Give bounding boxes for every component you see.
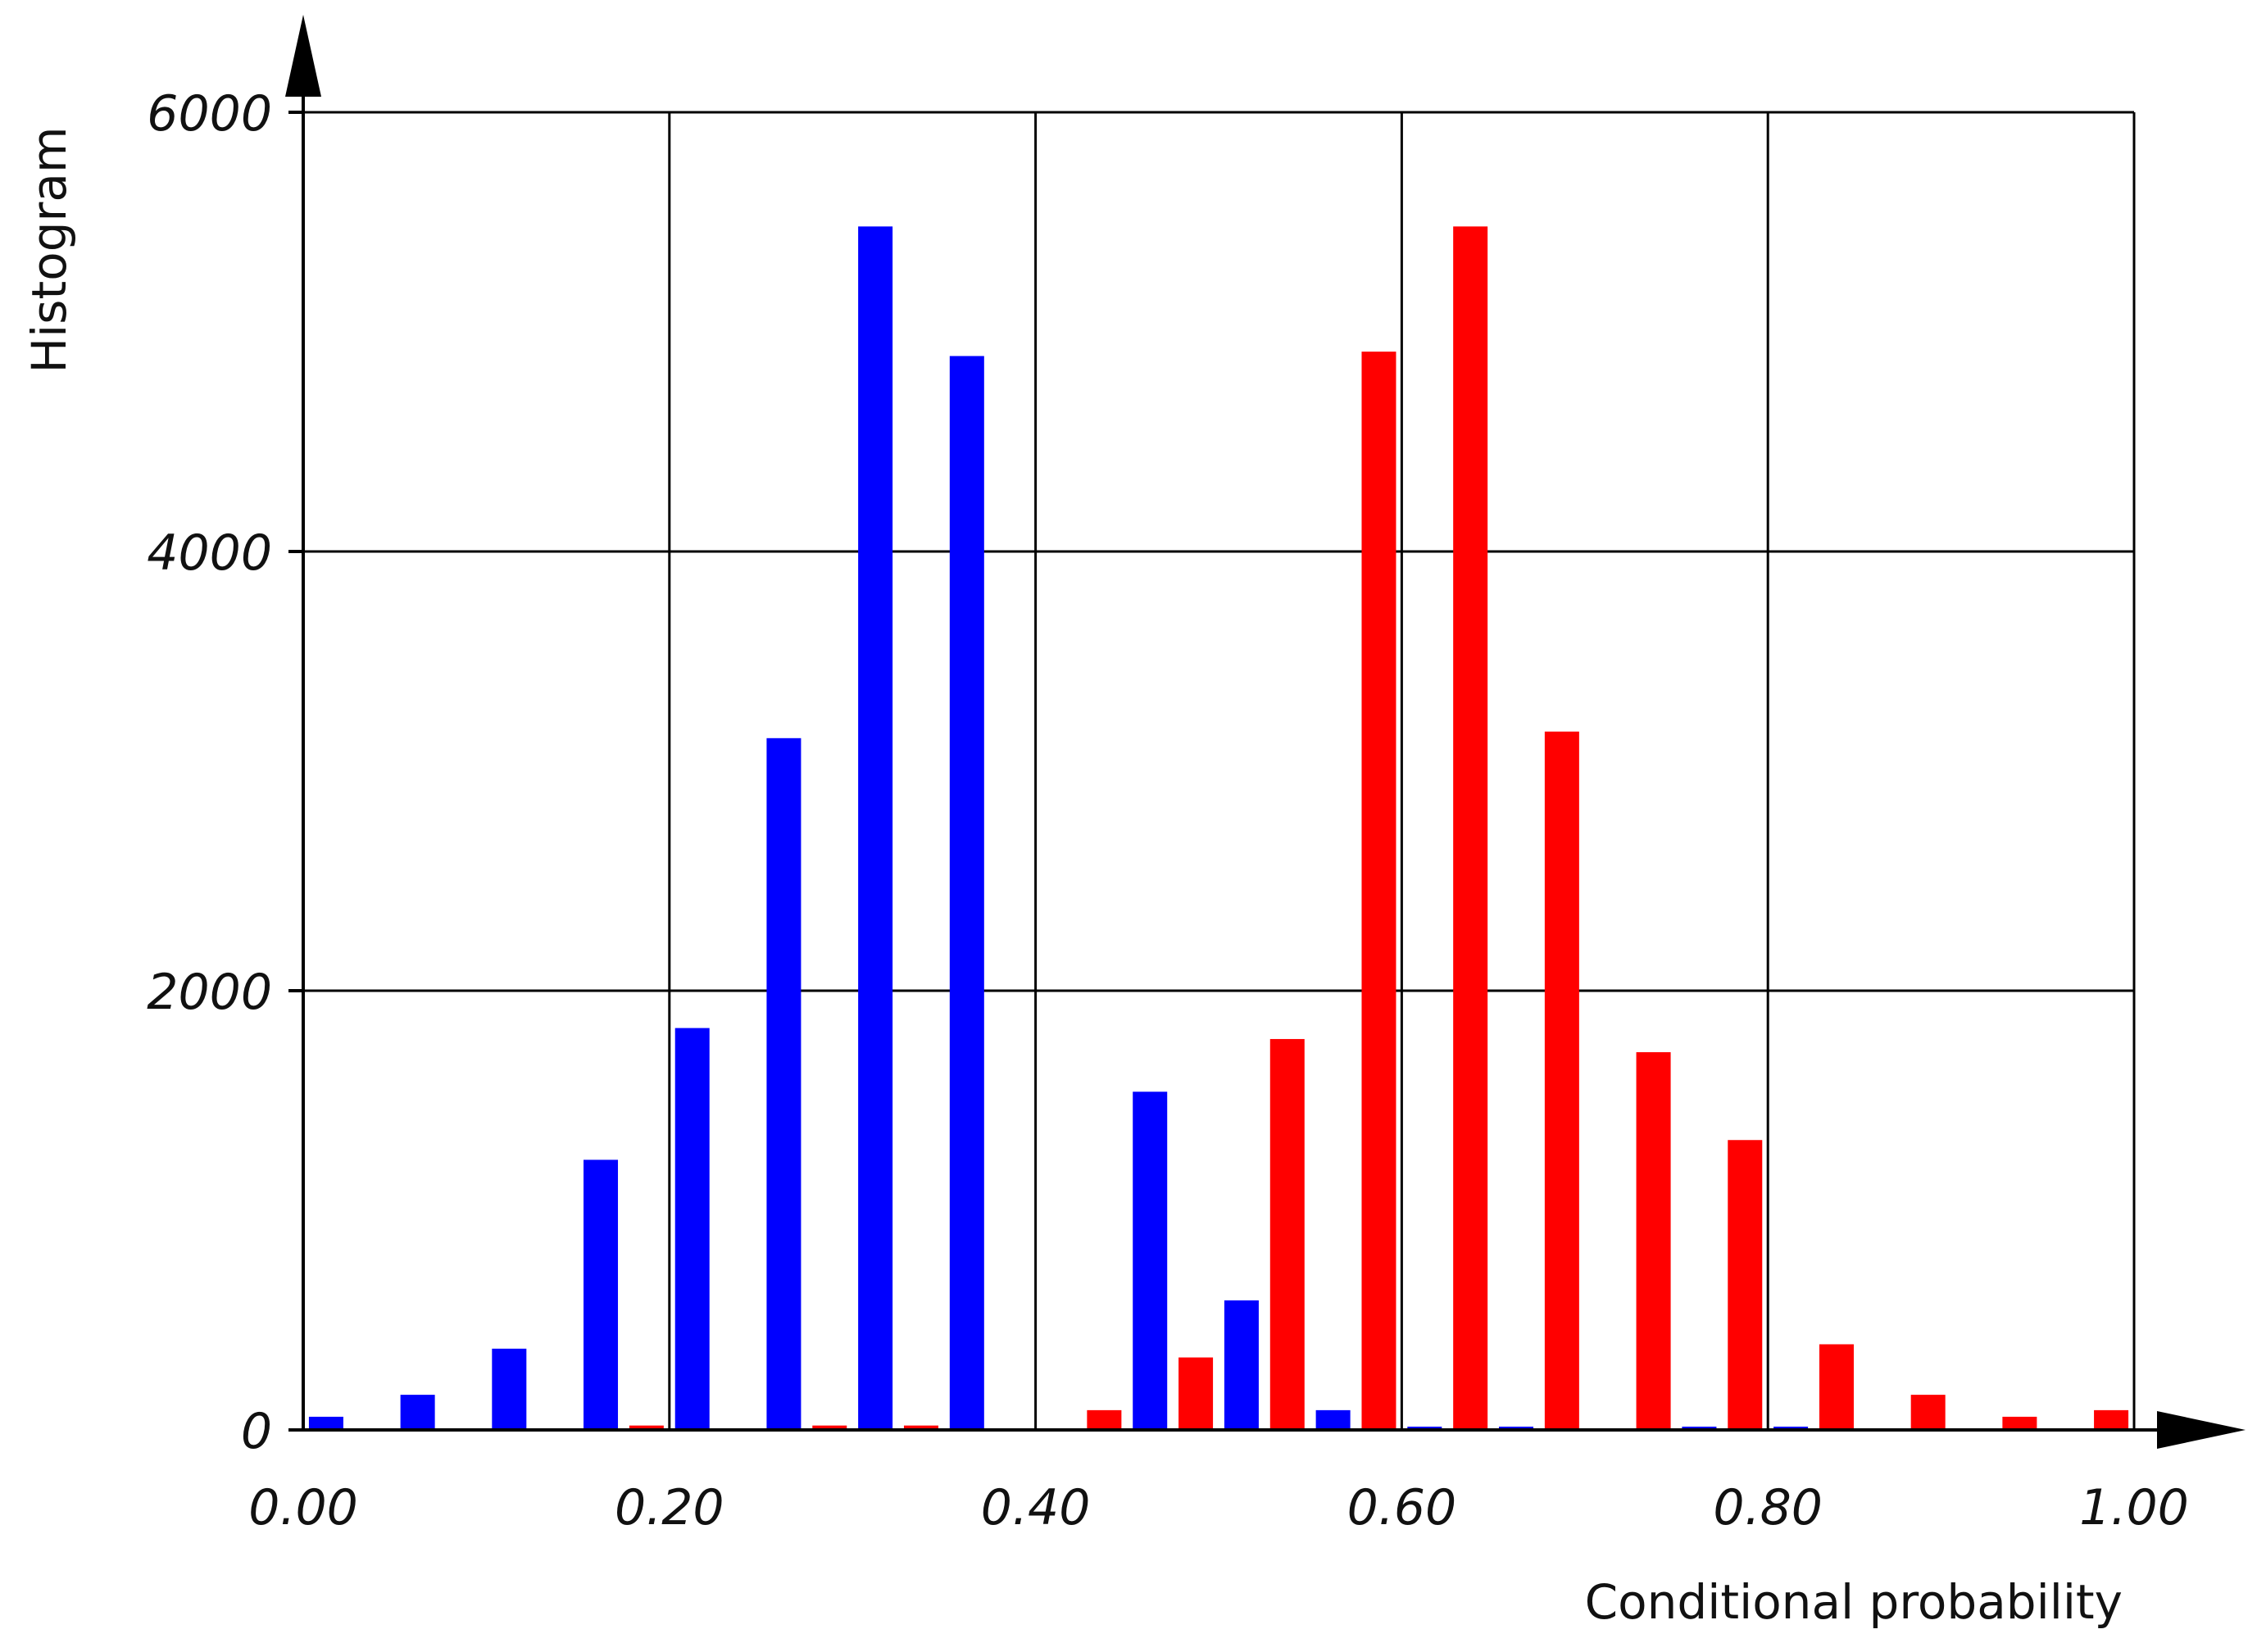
histogram-bar [400,1395,435,1430]
labels-layer: Histogram Conditional probability 0.00 0.… [21,85,2189,1630]
x-axis-arrow [2157,1411,2246,1449]
histogram-bar [812,1425,847,1430]
histogram-bar [1682,1426,1717,1430]
bars-layer [308,226,2129,1431]
histogram-bar [1636,1052,1671,1430]
histogram-bar [2094,1409,2129,1430]
histogram-bar [903,1425,938,1430]
histogram-bar [1361,352,1396,1430]
histogram-bar [1819,1344,1854,1430]
y-tick-label: 0 [241,1403,272,1460]
histogram-bar [1133,1092,1168,1430]
histogram-bar [1544,731,1579,1430]
x-tick-label: 1.00 [2079,1479,2189,1536]
histogram-bar [1087,1409,1122,1430]
y-tick-label: 6000 [147,85,272,143]
x-tick-label: 0.80 [1713,1479,1823,1536]
histogram-bar [766,738,802,1430]
histogram-bar [1773,1426,1809,1430]
histogram-bar [674,1028,710,1430]
y-axis-title: Histogram [21,127,77,374]
x-tick-label: 0.60 [1347,1479,1457,1536]
histogram-bar [1910,1395,1946,1430]
histogram-bar [1453,226,1488,1430]
x-axis-title: Conditional probability [1585,1574,2123,1630]
histogram-bar [492,1348,527,1430]
histogram-bar [1224,1300,1259,1430]
axes-layer [285,15,2246,1449]
histogram-bar [1407,1426,1442,1430]
histogram-bar [629,1425,664,1430]
x-tick-label: 0.00 [248,1479,358,1536]
histogram-bar [949,356,984,1431]
histogram-bar [584,1160,619,1430]
y-axis-arrow [285,15,321,97]
x-tick-label: 0.20 [615,1479,724,1536]
y-tick-label: 4000 [147,524,272,582]
histogram-bar [1269,1038,1305,1430]
histogram-bar [1499,1426,1534,1430]
y-tick-label: 2000 [147,964,272,1021]
histogram-bar [1728,1140,1763,1430]
histogram-bar [308,1416,343,1430]
x-tick-label: 0.40 [981,1479,1091,1536]
histogram-bar [1178,1357,1214,1430]
histogram-bar [2002,1416,2037,1430]
histogram-bar [1315,1409,1351,1430]
histogram-bar [858,226,893,1430]
grid-layer [302,111,2136,1432]
